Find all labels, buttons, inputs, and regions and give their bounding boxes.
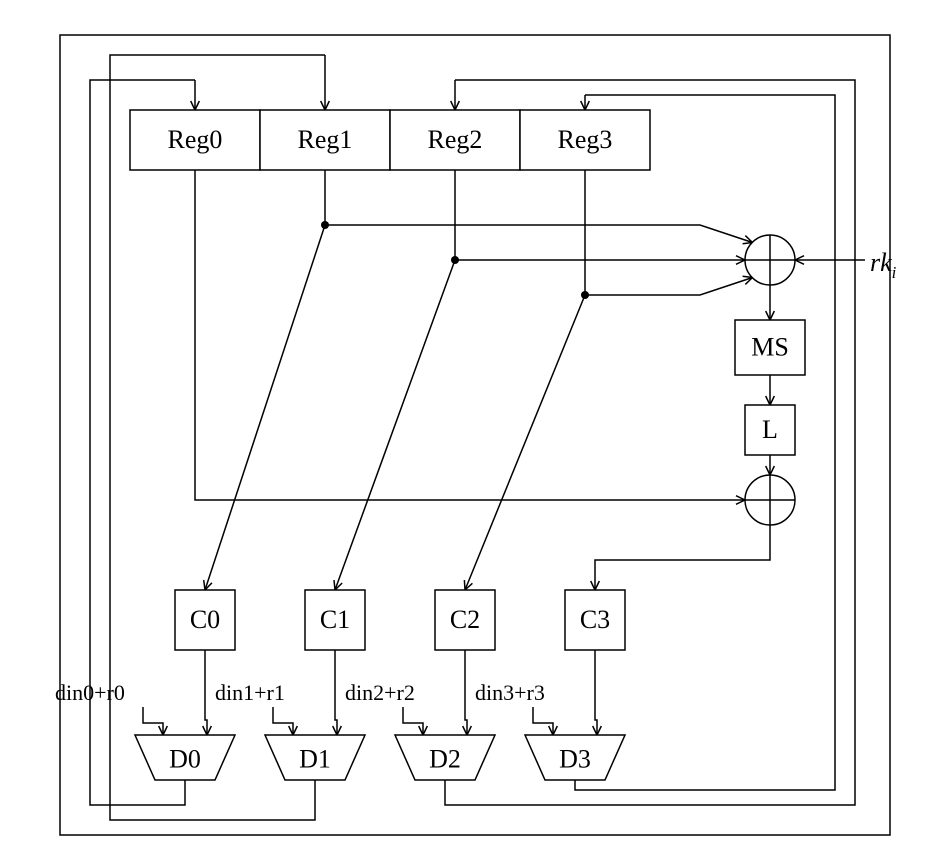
rk-label: rki	[870, 248, 897, 282]
reg1-label: Reg1	[298, 125, 353, 154]
c1-box-label: C1	[320, 605, 350, 634]
d2-mux-label: D2	[429, 744, 461, 773]
din1-label: din1+r1	[215, 680, 285, 705]
ms-box-label: MS	[751, 332, 789, 361]
reg3-label: Reg3	[558, 125, 613, 154]
c0-box-label: C0	[190, 605, 220, 634]
din3-label: din3+r3	[475, 680, 545, 705]
din2-label: din2+r2	[345, 680, 415, 705]
l-box-label: L	[762, 415, 778, 444]
reg2-label: Reg2	[428, 125, 483, 154]
d1-mux-label: D1	[299, 744, 331, 773]
d3-mux-label: D3	[559, 744, 591, 773]
c2-box-label: C2	[450, 605, 480, 634]
reg0-label: Reg0	[168, 125, 223, 154]
c3-box-label: C3	[580, 605, 610, 634]
d0-mux-label: D0	[169, 744, 201, 773]
